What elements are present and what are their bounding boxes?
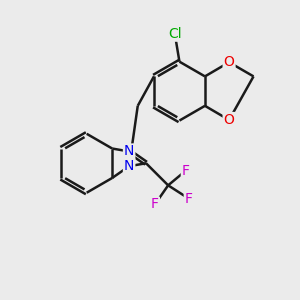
- Text: N: N: [124, 159, 134, 173]
- Text: O: O: [224, 113, 235, 127]
- Text: F: F: [151, 197, 159, 212]
- Text: N: N: [124, 145, 134, 158]
- Text: Cl: Cl: [168, 27, 182, 41]
- Text: F: F: [182, 164, 190, 178]
- Text: O: O: [224, 55, 235, 69]
- Text: F: F: [185, 192, 193, 206]
